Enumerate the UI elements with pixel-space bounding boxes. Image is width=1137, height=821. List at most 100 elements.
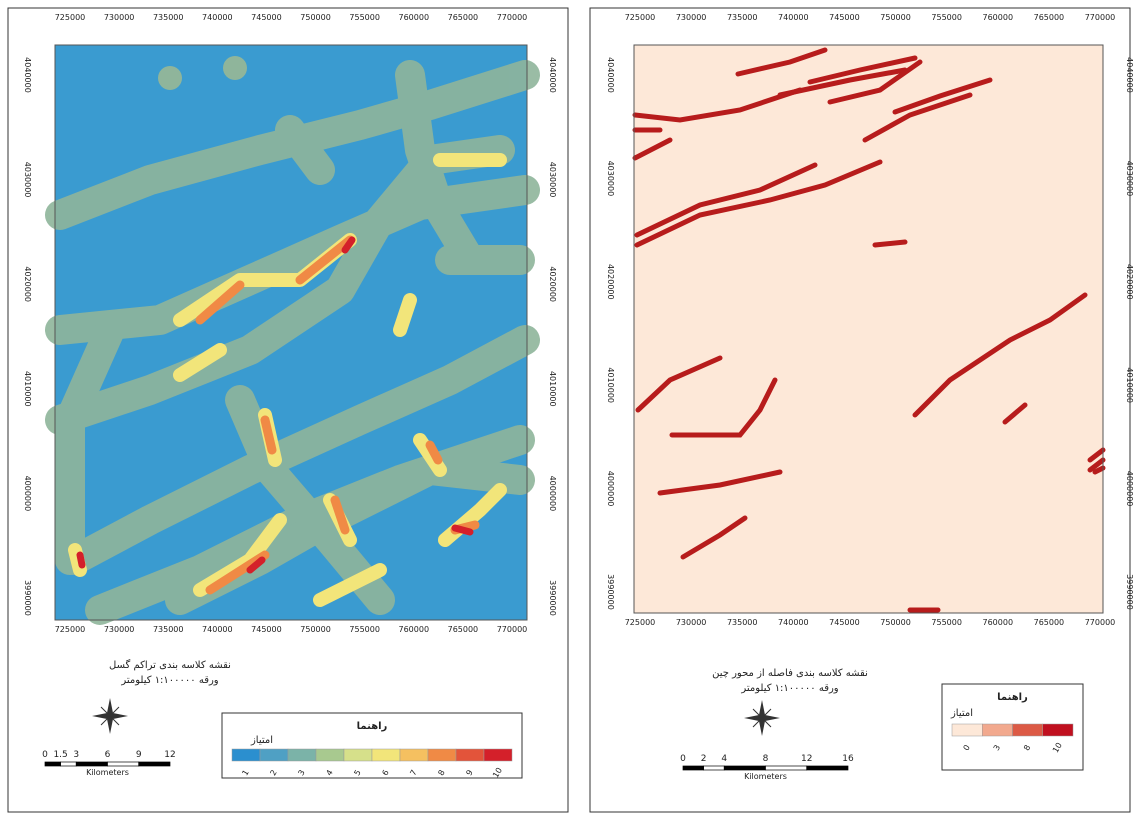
y-tick-label: 4030000 <box>23 162 32 198</box>
legend-label: 8 <box>1022 743 1032 752</box>
y-tick-label: 4030000 <box>548 162 557 198</box>
y-tick-label: 3990000 <box>23 580 32 616</box>
y-tick-label: 4030000 <box>1125 161 1134 197</box>
legend-swatch <box>1042 723 1074 737</box>
legend-label: 3 <box>296 768 306 777</box>
legend-subtitle: امتیاز <box>250 735 273 746</box>
x-tick-label: 725000 <box>625 618 656 627</box>
y-tick-label: 4000000 <box>23 476 32 512</box>
x-tick-label: 750000 <box>880 618 911 627</box>
legend-swatch <box>371 748 401 762</box>
y-tick-label: 4020000 <box>548 266 557 302</box>
scale-bar-segment <box>806 765 849 771</box>
legend-swatch <box>455 748 485 762</box>
map-title: نقشه کلاسه بندی تراکم گسل <box>109 659 231 671</box>
y-tick-label: 4010000 <box>606 367 615 403</box>
y-tick-label: 3990000 <box>606 574 615 610</box>
scale-bar-label: 9 <box>136 750 142 760</box>
scale-bar-unit: Kilometers <box>86 768 129 777</box>
x-tick-label: 770000 <box>497 625 528 634</box>
legend-swatch <box>315 748 345 762</box>
x-tick-label: 735000 <box>727 618 758 627</box>
x-tick-label: 740000 <box>778 13 809 22</box>
legend-label: 6 <box>380 768 390 777</box>
y-tick-label: 4010000 <box>23 371 32 407</box>
scale-bar-segment <box>44 761 61 767</box>
legend-swatch <box>231 748 261 762</box>
legend-label: 9 <box>464 768 474 777</box>
legend-swatch <box>1012 723 1043 737</box>
y-tick-label: 4000000 <box>606 471 615 507</box>
x-tick-label: 745000 <box>829 13 860 22</box>
y-tick-label: 4000000 <box>1125 471 1134 507</box>
scale-bar-label: 0 <box>680 754 686 764</box>
y-tick-label: 4020000 <box>23 266 32 302</box>
y-tick-label: 4030000 <box>606 161 615 197</box>
scale-bar-segment <box>682 765 704 771</box>
map-frame <box>54 44 528 621</box>
scale-bar-label: 8 <box>763 754 769 764</box>
legend-title: راهنما <box>357 721 388 732</box>
scale-bar-segment <box>723 765 766 771</box>
y-tick-label: 4020000 <box>1125 264 1134 300</box>
x-tick-label: 765000 <box>448 13 479 22</box>
x-tick-label: 750000 <box>300 13 331 22</box>
legend-label: 5 <box>352 768 362 777</box>
scale-bar-segment <box>138 761 171 767</box>
x-tick-label: 760000 <box>399 625 430 634</box>
x-tick-label: 745000 <box>251 13 282 22</box>
x-tick-label: 745000 <box>251 625 282 634</box>
legend-swatch <box>343 748 373 762</box>
legend-swatch <box>287 748 317 762</box>
x-tick-label: 755000 <box>349 625 380 634</box>
scale-bar-segment <box>765 765 808 771</box>
y-tick-label: 4000000 <box>548 476 557 512</box>
x-tick-label: 725000 <box>55 625 86 634</box>
legend-swatch <box>982 723 1013 737</box>
x-tick-label: 730000 <box>676 13 707 22</box>
x-tick-label: 735000 <box>153 13 184 22</box>
x-tick-label: 760000 <box>399 13 430 22</box>
legend-label: 4 <box>324 768 334 777</box>
fault-density-map <box>45 45 540 625</box>
legend-label: 8 <box>436 768 446 777</box>
map-title: نقشه کلاسه بندی فاصله از محور چین <box>712 668 868 679</box>
scale-bar-segment <box>60 761 77 767</box>
x-tick-label: 735000 <box>153 625 184 634</box>
scale-bar-label: 1.5 <box>53 750 67 760</box>
x-tick-label: 730000 <box>104 13 135 22</box>
legend-label: 0 <box>962 743 972 752</box>
x-tick-label: 730000 <box>676 618 707 627</box>
x-tick-label: 725000 <box>625 13 656 22</box>
scale-bar-segment <box>107 761 140 767</box>
x-tick-label: 730000 <box>104 625 135 634</box>
legend-swatch <box>259 748 289 762</box>
scale-bar-segment <box>703 765 725 771</box>
scale-bar-label: 2 <box>701 754 707 764</box>
y-tick-label: 3990000 <box>1125 574 1134 610</box>
scale-bar-label: 16 <box>842 754 854 764</box>
legend-swatch <box>427 748 457 762</box>
fold-axis-distance-map <box>632 45 1106 613</box>
x-tick-label: 765000 <box>448 625 479 634</box>
y-tick-label: 4010000 <box>1125 367 1134 403</box>
x-tick-label: 750000 <box>300 625 331 634</box>
scale-bar-label: 12 <box>164 750 175 760</box>
scale-bar-label: 4 <box>721 754 727 764</box>
scale-bar-label: 6 <box>105 750 111 760</box>
legend-label: 2 <box>268 768 278 777</box>
y-tick-label: 4040000 <box>548 57 557 93</box>
x-tick-label: 740000 <box>202 625 233 634</box>
x-tick-label: 755000 <box>349 13 380 22</box>
y-tick-label: 4040000 <box>23 57 32 93</box>
legend-label: 10 <box>1051 741 1064 754</box>
x-tick-label: 735000 <box>727 13 758 22</box>
x-tick-label: 725000 <box>55 13 86 22</box>
x-tick-label: 760000 <box>983 13 1014 22</box>
scale-bar-segment <box>75 761 108 767</box>
scale-bar-label: 12 <box>801 754 812 764</box>
x-tick-label: 765000 <box>1034 13 1065 22</box>
x-tick-label: 745000 <box>829 618 860 627</box>
scale-bar-label: 3 <box>73 750 79 760</box>
x-tick-label: 770000 <box>1085 13 1116 22</box>
